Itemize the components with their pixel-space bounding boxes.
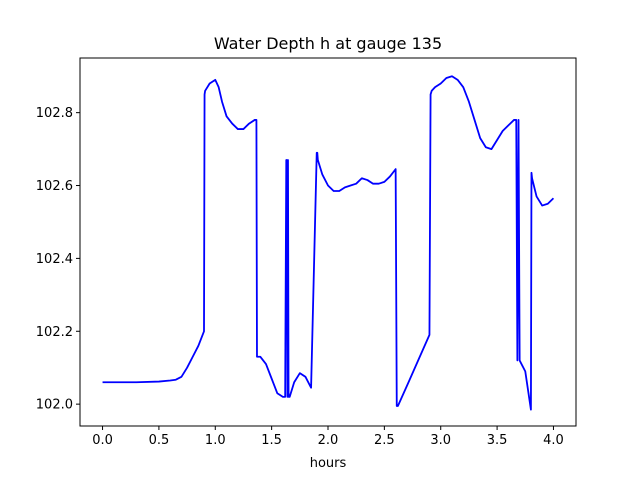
x-tick-label: 3.0	[430, 433, 451, 448]
y-tick-label: 102.4	[36, 252, 73, 267]
x-tick-label: 0.5	[149, 433, 170, 448]
x-tick-label: 3.5	[487, 433, 508, 448]
chart-title: Water Depth h at gauge 135	[214, 34, 442, 53]
x-axis-label: hours	[310, 456, 347, 471]
series-line-0	[102, 75, 555, 411]
x-axis: 0.0 0.5 1.0 1.5 2.0 2.5 3.0 3.5 4.0	[92, 426, 564, 448]
x-tick-label: 4.0	[543, 433, 564, 448]
y-tick-label: 102.6	[36, 179, 73, 194]
y-tick-label: 102.0	[36, 398, 73, 413]
x-tick-label: 1.0	[205, 433, 226, 448]
x-tick-label: 2.5	[374, 433, 395, 448]
x-tick-label: 0.0	[92, 433, 113, 448]
y-tick-label: 102.2	[36, 325, 73, 340]
x-tick-label: 2.0	[318, 433, 339, 448]
y-axis: 102.0 102.2 102.4 102.6 102.8	[36, 106, 80, 413]
x-tick-label: 1.5	[261, 433, 282, 448]
plot-area	[102, 75, 555, 411]
y-tick-label: 102.8	[36, 106, 73, 121]
